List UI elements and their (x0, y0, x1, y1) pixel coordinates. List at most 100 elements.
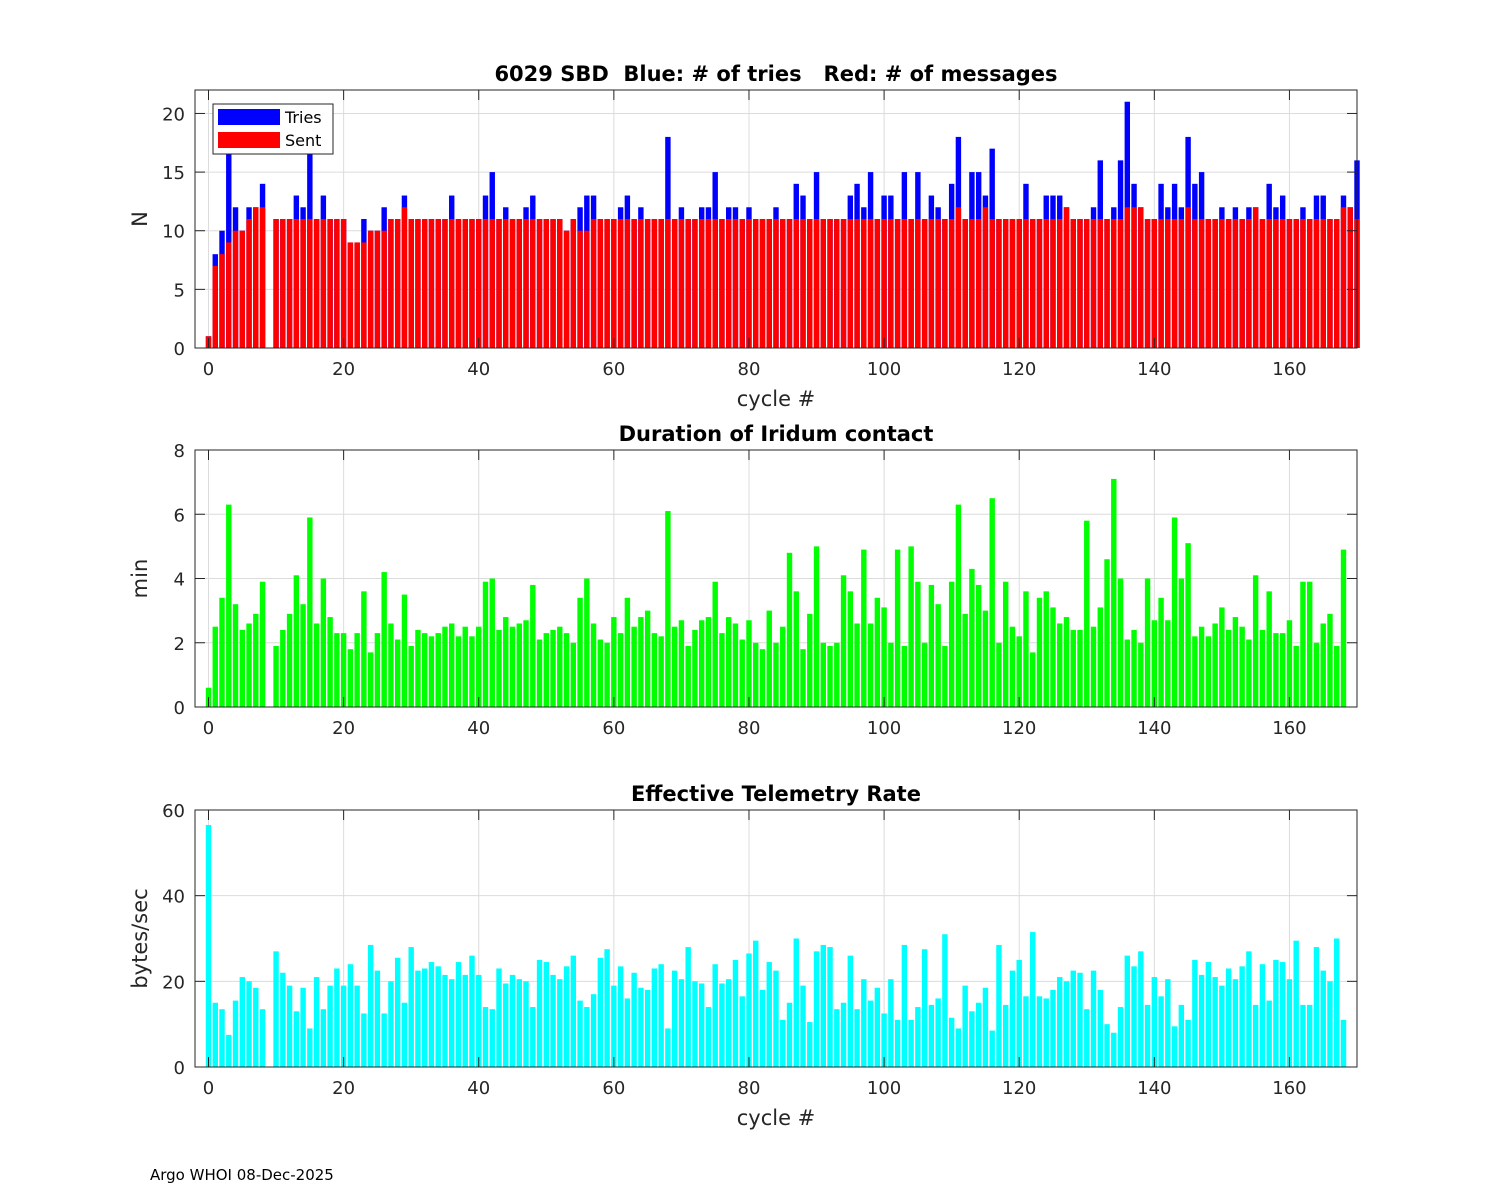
bar (300, 219, 306, 348)
bar (509, 626, 516, 707)
bar (367, 652, 374, 707)
bar (719, 983, 725, 1067)
bar (428, 219, 435, 348)
bar (226, 1034, 232, 1067)
bar (1252, 207, 1259, 348)
bar (401, 1002, 408, 1067)
x-tick-label: 40 (467, 1078, 490, 1099)
bar (1239, 626, 1245, 707)
bar (726, 219, 732, 348)
bar (1016, 219, 1022, 348)
x-tick-label: 140 (1137, 359, 1171, 380)
bar (1334, 938, 1340, 1067)
bar (658, 636, 664, 707)
bar (786, 1002, 793, 1067)
bar (1279, 219, 1286, 348)
bar (1070, 219, 1076, 348)
bar (1104, 559, 1110, 707)
bar (780, 219, 786, 348)
bar (746, 219, 752, 348)
bar (692, 629, 698, 707)
bar (530, 219, 536, 348)
bar (1063, 207, 1070, 348)
bar (557, 979, 563, 1067)
bar (759, 649, 766, 707)
bar (915, 219, 921, 348)
axes-box (194, 809, 1358, 1068)
bar (286, 985, 293, 1067)
x-tick-label: 100 (867, 718, 901, 739)
y-axis-label: N (128, 211, 152, 227)
bar (1036, 597, 1043, 707)
bar (226, 242, 232, 348)
bar (421, 968, 428, 1067)
bar (881, 607, 887, 707)
bar (1327, 219, 1333, 348)
bar (435, 633, 441, 707)
bar (948, 1017, 955, 1067)
y-tick-label: 6 (174, 505, 185, 526)
bar (496, 968, 502, 1067)
bar (455, 636, 462, 707)
bar (827, 645, 833, 707)
bar (313, 623, 320, 707)
bar (1117, 578, 1124, 707)
bar (476, 219, 482, 348)
bar (726, 979, 732, 1067)
bar (516, 219, 522, 348)
bar (1009, 219, 1016, 348)
bar (888, 979, 894, 1067)
bar (1232, 617, 1239, 707)
bar (807, 219, 813, 348)
bar (617, 966, 624, 1067)
bar (543, 633, 550, 707)
bar (1097, 607, 1103, 707)
bar (1124, 955, 1131, 1067)
bar (813, 951, 820, 1067)
bar (780, 1019, 786, 1067)
bar (1009, 970, 1016, 1067)
bar (1273, 219, 1279, 348)
bar (280, 629, 286, 707)
bar (834, 1009, 840, 1067)
bar (834, 642, 840, 707)
y-tick-label: 10 (162, 222, 185, 243)
bar (1043, 219, 1049, 348)
bar (644, 989, 651, 1067)
bar (361, 1013, 367, 1067)
bar (584, 230, 590, 348)
bar (1097, 219, 1103, 348)
bar (908, 219, 914, 348)
bar (1178, 1004, 1185, 1067)
bar (1036, 996, 1043, 1067)
bar (698, 983, 705, 1067)
bar (1084, 1009, 1090, 1067)
bar (766, 219, 772, 348)
bar (989, 498, 995, 707)
x-tick-label: 120 (1002, 1078, 1036, 1099)
x-tick-label: 40 (467, 718, 490, 739)
bar (854, 1009, 860, 1067)
bar (1279, 633, 1286, 707)
bar (955, 1028, 962, 1067)
bar (1340, 1019, 1347, 1067)
bar (1077, 972, 1083, 1067)
bar (1313, 219, 1320, 348)
legend-swatch (218, 132, 280, 148)
x-tick-label: 0 (203, 1078, 214, 1099)
bar (861, 219, 867, 348)
y-tick-label: 0 (174, 339, 185, 360)
bar (1138, 207, 1144, 348)
series-1 (205, 478, 1347, 707)
bar (1320, 970, 1326, 1067)
bar (1009, 626, 1016, 707)
bar (1232, 979, 1239, 1067)
x-axis-label: cycle # (737, 387, 816, 411)
bar (327, 617, 333, 707)
bar (651, 968, 658, 1067)
bar (509, 219, 516, 348)
bar (563, 966, 570, 1067)
bar (1036, 219, 1043, 348)
chart-title: 6029 SBD Blue: # of tries Red: # of mess… (494, 62, 1057, 86)
bar (394, 639, 401, 707)
